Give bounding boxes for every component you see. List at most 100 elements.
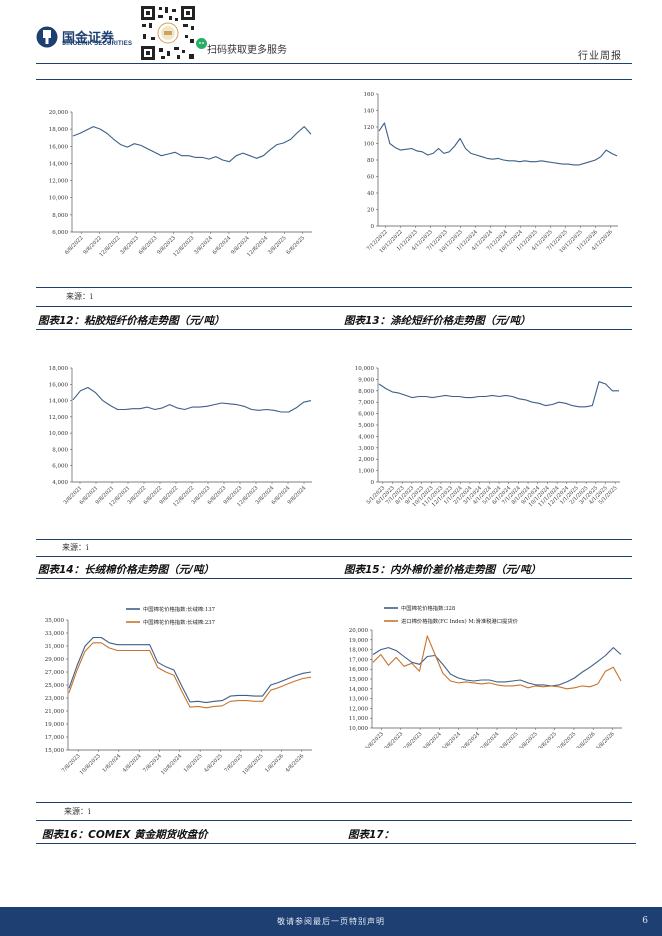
y-tick-label: 160 [364, 92, 375, 98]
source-note: 来源：i [62, 543, 89, 552]
x-tick-label: 3/8/2025 [267, 235, 288, 256]
x-tick-label: 3/8/2023 [119, 235, 140, 256]
qr-code-icon[interactable] [139, 4, 197, 62]
y-tick-label: 10,000 [49, 431, 69, 437]
header-divider [36, 63, 632, 64]
y-tick-label: 16,000 [49, 144, 69, 150]
series-line-1 [372, 647, 622, 687]
y-tick-label: 0 [371, 224, 375, 230]
y-tick-label: 33,000 [45, 631, 65, 637]
x-tick-label: 6/8/2024 [212, 235, 233, 256]
y-tick-label: 20,000 [49, 110, 69, 116]
x-tick-label: 6/8/2023 [364, 731, 385, 748]
row2-top-rule [36, 329, 632, 330]
legend-label: 进口棉价格指数(FC Index) M:滑准税港口提货价 [401, 617, 519, 625]
y-tick-label: 11,000 [349, 716, 369, 722]
y-tick-label: 0 [371, 480, 375, 486]
x-tick-label: 3/8/2026 [576, 731, 597, 748]
y-tick-label: 9,000 [358, 377, 374, 383]
y-tick-label: 29,000 [45, 657, 65, 663]
x-tick-label: 6/8/2025 [285, 235, 306, 256]
x-tick-label: 9/8/2024 [460, 731, 481, 748]
series-line-1 [72, 126, 312, 163]
source-note: 来源：i [64, 807, 91, 816]
row1-source-rule [36, 287, 632, 288]
x-tick-label: 3/8/2025 [499, 731, 520, 748]
source-note: 来源：i [66, 292, 93, 301]
series-line-2 [372, 635, 622, 690]
y-tick-label: 120 [364, 125, 375, 131]
row2-source-rule [36, 539, 632, 540]
legend-label: 中国棉花价格指数:长绒棉:237 [143, 618, 215, 626]
figure-14-title: 图表14：长绒棉价格走势图（元/吨） [38, 564, 214, 576]
x-tick-label: 7/8/2025 [224, 753, 245, 774]
x-tick-label: 3/8/2024 [193, 235, 214, 256]
series-line-1 [68, 636, 312, 704]
figure-17-title: 图表17： [348, 829, 395, 841]
chart-13: 0204060801001201401607/12/202210/12/2022… [364, 92, 618, 255]
y-tick-label: 4,000 [358, 434, 374, 440]
x-tick-label: 10/8/2023 [79, 753, 102, 776]
y-tick-label: 10,000 [355, 366, 375, 372]
y-tick-label: 35,000 [45, 618, 65, 624]
x-tick-label: 1/8/2024 [102, 753, 123, 774]
y-tick-label: 3,000 [358, 446, 374, 452]
figure-16-title: 图表16：COMEX 黄金期货收盘价 [42, 829, 208, 841]
chart-15: 0 1,000 2,000 3,000 4,000 5,000 6,000 7,000 8,00… [355, 366, 620, 508]
y-tick-label: 16,000 [49, 382, 69, 388]
y-tick-label: 25,000 [45, 683, 65, 689]
y-tick-label: 40 [367, 191, 374, 197]
row3-top-rule [36, 578, 632, 579]
y-tick-label: 13,000 [349, 697, 369, 703]
page-number: 6 [642, 916, 648, 926]
logo-name-en: SINOLINK SECURITIES [62, 41, 133, 47]
figure-15-title: 图表15：内外棉价差价格走势图（元/吨） [344, 564, 541, 576]
y-tick-label: 8,000 [52, 213, 68, 219]
y-tick-label: 18,000 [49, 366, 69, 372]
row2-caption-rule [36, 556, 632, 557]
y-tick-label: 12,000 [49, 415, 69, 421]
x-tick-label: 6/8/2023 [138, 235, 159, 256]
x-tick-label: 10/8/2024 [160, 753, 184, 777]
x-tick-label: 6/8/2026 [595, 731, 616, 748]
x-tick-label: 1/8/2026 [264, 753, 285, 774]
x-tick-label: 7/8/2023 [61, 753, 82, 774]
y-tick-label: 8,000 [52, 447, 68, 453]
x-tick-label: 12/8/2024 [477, 731, 501, 748]
page-footer: 敬请参阅最后一页特别声明 6 [0, 907, 662, 936]
y-tick-label: 18,000 [349, 648, 369, 654]
y-tick-label: 2,000 [358, 457, 374, 463]
x-tick-label: 12/8/2025 [554, 731, 577, 748]
series-line-1 [378, 381, 619, 408]
chart-17: 10,000 11,000 12,000 13,000 14,000 15,000 16,0… [349, 604, 622, 748]
x-tick-label: 9/8/2023 [384, 731, 405, 748]
x-tick-label: 10/8/2025 [242, 753, 265, 776]
chart-14: 4,000 6,000 8,000 10,000 12,000 14,000 16,000 1… [49, 366, 312, 508]
footer-disclaimer[interactable]: 敬请参阅最后一页特别声明 [277, 917, 385, 926]
y-tick-label: 10,000 [349, 726, 369, 732]
y-tick-label: 6,000 [52, 230, 68, 236]
y-tick-label: 19,000 [349, 638, 369, 644]
y-tick-label: 14,000 [49, 399, 69, 405]
series-line-1 [378, 122, 618, 166]
y-tick-label: 20,000 [349, 628, 369, 634]
y-tick-label: 21,000 [45, 709, 65, 715]
y-tick-label: 7,000 [358, 400, 374, 406]
scan-for-services-text: 扫码获取更多服务 [207, 45, 287, 56]
y-tick-label: 6,000 [358, 412, 374, 418]
y-tick-label: 17,000 [45, 735, 65, 741]
company-logo: 国金证券 SINOLINK SECURITIES [36, 26, 133, 50]
row3-source-rule [36, 802, 632, 803]
row3-bottom-rule [36, 843, 636, 844]
x-tick-label: 4/8/2024 [122, 753, 143, 774]
y-tick-label: 27,000 [45, 670, 65, 676]
y-tick-label: 31,000 [45, 644, 65, 650]
y-tick-label: 17,000 [349, 657, 369, 663]
y-tick-label: 6,000 [52, 464, 68, 470]
y-tick-label: 10,000 [49, 196, 69, 202]
x-tick-label: 1/8/2025 [183, 753, 204, 774]
y-tick-label: 8,000 [358, 389, 374, 395]
figure-12-title: 图表12：粘胶短纤价格走势图（元/吨） [38, 315, 225, 327]
x-tick-label: 12/8/2023 [400, 731, 423, 748]
y-tick-label: 4,000 [52, 480, 68, 486]
